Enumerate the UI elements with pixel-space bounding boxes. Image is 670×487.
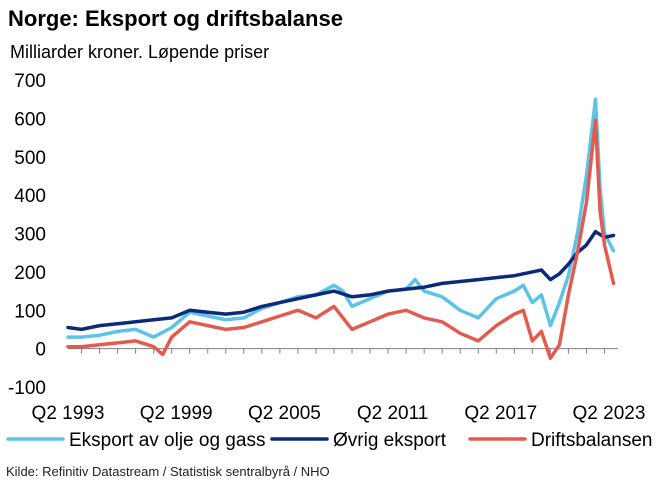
x-axis-ticks — [68, 348, 618, 354]
legend-label-0: Eksport av olje og gass — [69, 430, 265, 451]
y-tick-label: 600 — [14, 109, 46, 130]
legend-label-1: Øvrig eksport — [333, 430, 447, 451]
x-tick-label: Q2 2017 — [464, 403, 537, 424]
y-tick-label: 700 — [14, 71, 46, 92]
chart-subtitle: Milliarder kroner. Løpende priser — [10, 42, 270, 62]
y-tick-label: -100 — [8, 378, 46, 399]
source-note: Kilde: Refinitiv Datastream / Statistisk… — [6, 464, 330, 479]
series-lines — [66, 97, 616, 360]
series-line-1 — [66, 229, 616, 332]
y-tick-label: 300 — [14, 225, 46, 246]
x-tick-label: Q2 1999 — [140, 403, 213, 424]
y-tick-label: 0 — [35, 340, 46, 361]
y-tick-label: 200 — [14, 263, 46, 284]
series-line-2 — [66, 118, 616, 360]
y-tick-label: 500 — [14, 148, 46, 169]
y-axis-labels: -100 0 100 200 300 400 500 600 700 — [8, 71, 46, 399]
x-tick-label: Q2 2005 — [248, 403, 321, 424]
x-tick-label: Q2 2011 — [357, 403, 428, 424]
series-line-0 — [66, 97, 616, 339]
legend: Eksport av olje og gass Øvrig eksport Drif… — [6, 430, 652, 451]
legend-label-2: Driftsbalansen — [531, 430, 652, 451]
x-axis-labels: Q2 1993 Q2 1999 Q2 2005 Q2 2011 Q2 2017 Q2 20… — [32, 403, 646, 424]
x-tick-label: Q2 1993 — [32, 403, 105, 424]
chart-title: Norge: Eksport og driftsbalanse — [8, 6, 343, 31]
x-tick-label: Q2 2023 — [573, 403, 646, 424]
y-tick-label: 400 — [14, 186, 46, 207]
y-tick-label: 100 — [14, 301, 46, 322]
